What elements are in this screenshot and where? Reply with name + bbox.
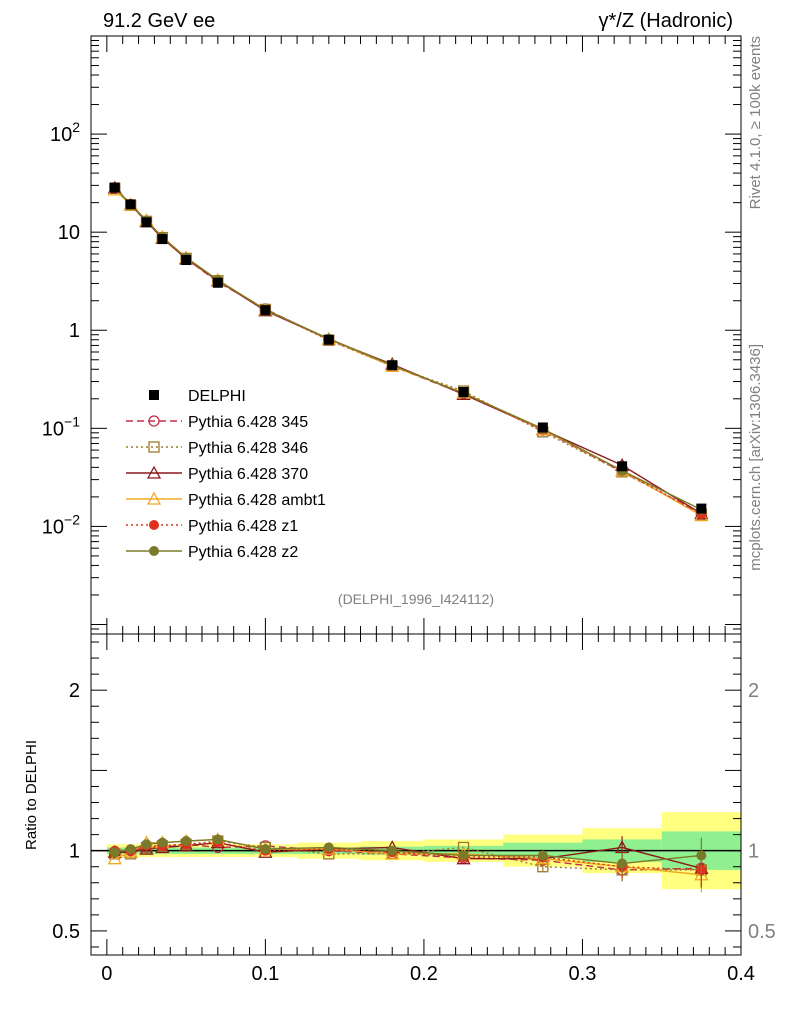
legend-marker-data [149, 390, 159, 400]
legend-marker [149, 520, 159, 530]
data-point [260, 305, 271, 316]
legend-label: Pythia 6.428 370 [188, 466, 308, 483]
ratio-axes: 0.5 0.5 1 1 2 2 0 0.1 0.2 0.3 0.4 [52, 633, 776, 985]
ratio-y-tick-label: 1 [69, 841, 80, 863]
data-point [323, 334, 334, 345]
ratio-point [157, 837, 168, 848]
data-point [109, 182, 120, 193]
ratio-y-label: Ratio to DELPHI [23, 740, 40, 850]
data-point [537, 422, 548, 433]
ratio-y-tick-label: 0.5 [52, 921, 80, 943]
ratio-point [537, 850, 548, 861]
data-point [617, 461, 628, 472]
data-point [458, 386, 469, 397]
legend-marker [146, 491, 162, 505]
series-line [114, 187, 702, 515]
ratio-point [458, 850, 469, 861]
x-tick-label: 0.4 [727, 963, 755, 985]
legend-label: Pythia 6.428 z2 [188, 544, 298, 561]
legend-marker [148, 441, 160, 453]
data-point [212, 277, 223, 288]
y-tick-label: 10 [58, 222, 80, 244]
ratio-series [107, 832, 709, 893]
x-tick-label: 0.3 [569, 963, 597, 985]
analysis-watermark: (DELPHI_1996_I424112) [338, 591, 494, 607]
legend-label: Pythia 6.428 z1 [188, 518, 298, 535]
ratio-point [696, 850, 707, 861]
ratio-y-tick-label: 2 [69, 680, 80, 702]
data-point [157, 234, 168, 245]
y-tick-label: 10−1 [42, 413, 80, 440]
ratio-point [141, 839, 152, 850]
legend-label: Pythia 6.428 345 [188, 414, 308, 431]
data-point [125, 199, 136, 210]
data-point [141, 217, 152, 228]
main-series [107, 180, 709, 522]
ratio-y-tick-label-right: 0.5 [748, 921, 776, 943]
ratio-frame [90, 633, 742, 956]
left-title: 91.2 GeV ee [103, 10, 215, 32]
legend-marker [149, 546, 159, 556]
data-point [696, 503, 707, 514]
legend-label: Pythia 6.428 ambt1 [188, 492, 326, 509]
main-axes: 10−2 10−1 1 10 102 [42, 35, 742, 635]
ratio-y-tick-label-right: 1 [748, 841, 759, 863]
legend-label: DELPHI [188, 388, 246, 405]
y-tick-label: 102 [50, 119, 80, 146]
data-point [387, 360, 398, 371]
ratio-point [323, 842, 334, 853]
ratio-y-tick-label-right: 2 [748, 680, 759, 702]
ratio-point [125, 844, 136, 855]
y-tick-label: 10−2 [42, 511, 80, 538]
mcplots-label: mcplots.cern.ch [arXiv:1306.3436] [747, 344, 764, 571]
series-line [114, 187, 702, 515]
rivet-label: Rivet 4.1.0, ≥ 100k events [747, 36, 764, 209]
ratio-point [107, 851, 122, 865]
series-line [114, 186, 702, 515]
legend: DELPHI Pythia 6.428 345 Pythia 6.428 346 Py… [126, 388, 326, 561]
x-tick-label: 0.2 [410, 963, 438, 985]
data-point [181, 255, 192, 266]
ratio-point [387, 845, 398, 856]
y-tick-label: 1 [69, 320, 80, 342]
ratio-point [109, 847, 120, 858]
legend-label: Pythia 6.428 346 [188, 440, 308, 457]
legend-marker [146, 465, 162, 479]
ratio-point [617, 858, 628, 869]
x-tick-label: 0 [101, 963, 112, 985]
legend-marker [148, 415, 160, 427]
right-title: γ*/Z (Hadronic) [599, 10, 733, 32]
ratio-point [260, 844, 271, 855]
ratio-point [212, 834, 223, 845]
ratio-point [181, 836, 192, 847]
x-tick-label: 0.1 [251, 963, 279, 985]
